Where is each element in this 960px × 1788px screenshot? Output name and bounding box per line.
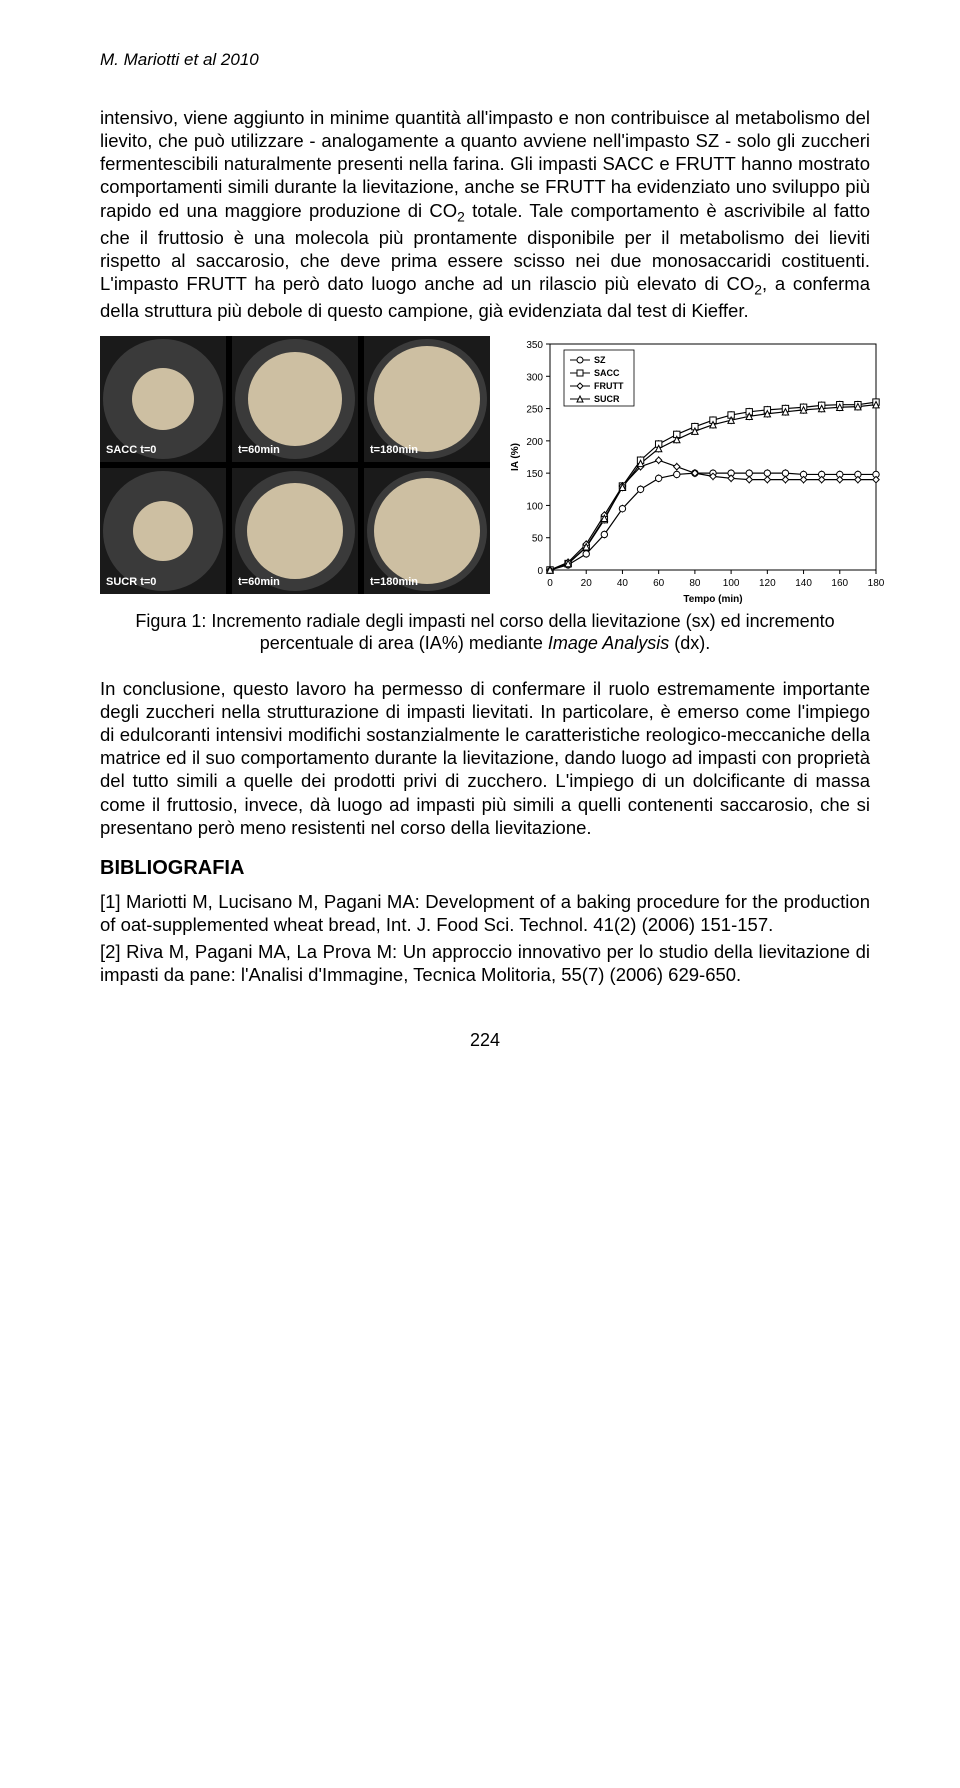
svg-text:0: 0 [537,566,543,577]
caption-b: (dx). [669,633,710,653]
svg-text:200: 200 [526,437,543,448]
dough-icon [132,368,194,430]
dish-sucr-t180: t=180min [364,468,490,594]
svg-text:100: 100 [723,578,740,589]
svg-text:60: 60 [653,578,665,589]
dish-label: t=180min [370,444,418,456]
dough-icon [374,346,480,452]
caption-ital: Image Analysis [548,633,669,653]
running-head: M. Mariotti et al 2010 [100,50,870,70]
dish-sacc-t0: SACC t=0 [100,336,226,462]
dough-icon [133,501,193,561]
dish-sacc-t60: t=60min [232,336,358,462]
svg-text:150: 150 [526,469,543,480]
svg-text:SZ: SZ [594,355,606,365]
svg-text:300: 300 [526,372,543,383]
page-number: 224 [100,1030,870,1051]
svg-text:180: 180 [868,578,884,589]
reference-2: [2] Riva M, Pagani MA, La Prova M: Un ap… [100,940,870,986]
dough-icon [248,352,342,446]
svg-text:160: 160 [831,578,848,589]
svg-text:40: 40 [617,578,629,589]
svg-text:SUCR: SUCR [594,394,620,404]
ia-chart: 0 50 100 150 200 250 300 350 0 20 40 60 80 100 120 140 1… [504,336,884,606]
dish-label: t=180min [370,576,418,588]
paragraph-2: In conclusione, questo lavoro ha permess… [100,677,870,839]
dish-label: SUCR t=0 [106,576,156,588]
reference-1: [1] Mariotti M, Lucisano M, Pagani MA: D… [100,890,870,936]
svg-text:FRUTT: FRUTT [594,381,624,391]
caption-a: Figura 1: Incremento radiale degli impas… [135,611,834,654]
svg-text:100: 100 [526,501,543,512]
dish-label: t=60min [238,444,280,456]
figure-1: SACC t=0 t=60min t=180min SUCR t=0 t=60m… [100,336,870,606]
dough-icon [374,478,480,584]
svg-text:SACC: SACC [594,368,620,378]
dish-sucr-t60: t=60min [232,468,358,594]
chart-svg: 0 50 100 150 200 250 300 350 0 20 40 60 80 100 120 140 1… [504,336,884,606]
svg-text:IA (%): IA (%) [510,443,521,471]
svg-text:20: 20 [581,578,593,589]
dish-sucr-t0: SUCR t=0 [100,468,226,594]
dish-label: t=60min [238,576,280,588]
photo-grid: SACC t=0 t=60min t=180min SUCR t=0 t=60m… [100,336,490,594]
svg-text:50: 50 [532,534,544,545]
svg-text:250: 250 [526,405,543,416]
svg-text:0: 0 [547,578,553,589]
svg-text:350: 350 [526,340,543,351]
svg-text:140: 140 [795,578,812,589]
dish-label: SACC t=0 [106,444,156,456]
svg-text:Tempo (min): Tempo (min) [683,594,742,605]
svg-text:80: 80 [689,578,701,589]
dough-icon [247,483,343,579]
dish-sacc-t180: t=180min [364,336,490,462]
p1-sub2: 2 [754,281,762,297]
p1-sub1: 2 [457,208,465,224]
svg-text:120: 120 [759,578,776,589]
figure-1-caption: Figura 1: Incremento radiale degli impas… [100,610,870,655]
paragraph-1: intensivo, viene aggiunto in minime quan… [100,106,870,322]
bibliography-heading: BIBLIOGRAFIA [100,857,870,880]
